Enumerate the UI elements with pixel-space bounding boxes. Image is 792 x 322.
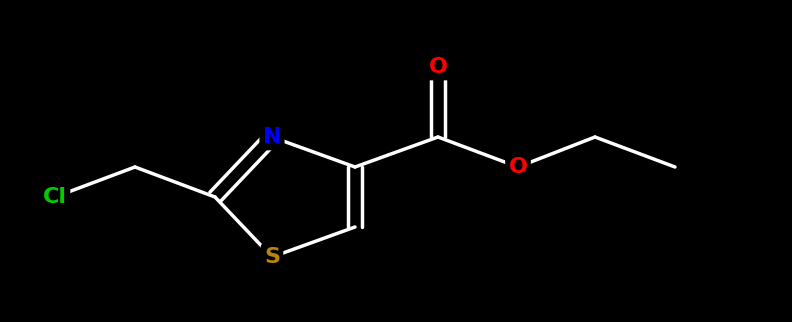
Text: N: N <box>263 127 281 147</box>
Text: Cl: Cl <box>43 187 67 207</box>
Text: O: O <box>428 57 447 77</box>
Text: O: O <box>508 157 527 177</box>
Text: S: S <box>264 247 280 267</box>
